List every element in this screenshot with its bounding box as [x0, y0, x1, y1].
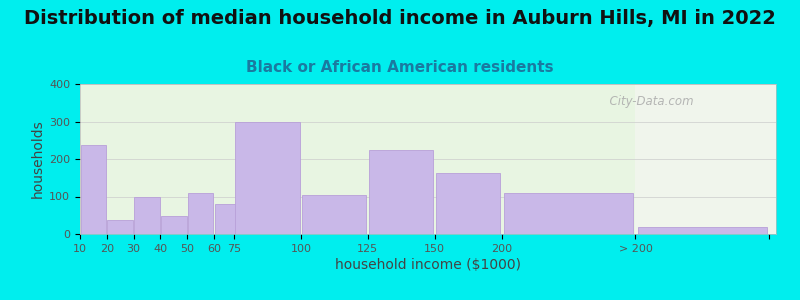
Bar [504, 193, 633, 234]
Bar [107, 220, 133, 234]
Bar [134, 196, 160, 234]
Y-axis label: households: households [31, 120, 45, 198]
Bar [302, 195, 366, 234]
Text: Black or African American residents: Black or African American residents [246, 60, 554, 75]
X-axis label: household income ($1000): household income ($1000) [335, 258, 521, 272]
Text: Distribution of median household income in Auburn Hills, MI in 2022: Distribution of median household income … [24, 9, 776, 28]
Bar [369, 150, 434, 234]
Bar [188, 193, 214, 234]
Bar [235, 122, 299, 234]
Bar [436, 173, 500, 234]
Bar [161, 216, 186, 234]
Bar [81, 145, 106, 234]
Bar [638, 227, 766, 234]
Text: City-Data.com: City-Data.com [602, 94, 694, 107]
Bar [635, 84, 776, 234]
Bar [214, 204, 253, 234]
